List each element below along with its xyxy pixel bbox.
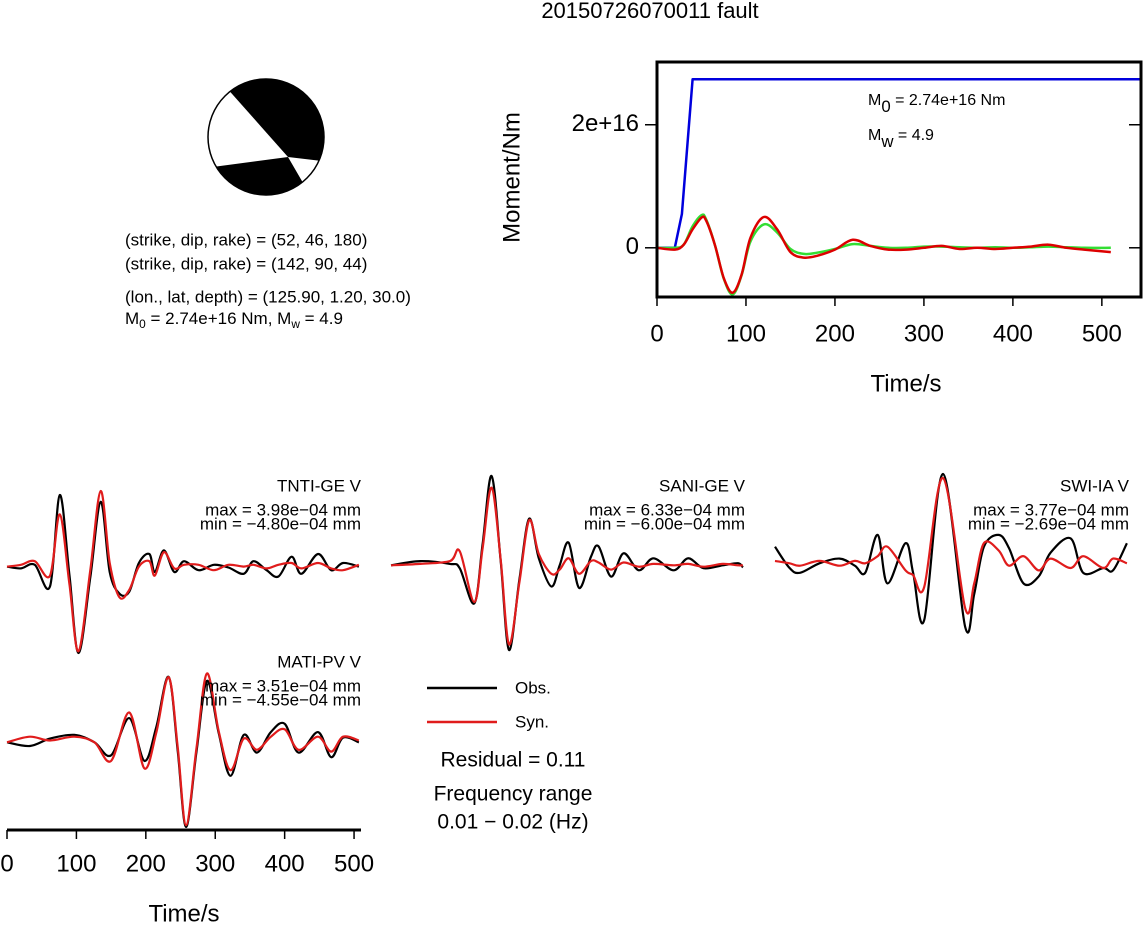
frequency-range: 0.01 − 0.02 (Hz) bbox=[437, 811, 588, 834]
x-tick-label: 200 bbox=[815, 320, 855, 347]
subscript: w bbox=[880, 133, 894, 152]
x-tick-label: 200 bbox=[126, 850, 166, 877]
x-tick-label: 400 bbox=[993, 320, 1033, 347]
frequency-title: Frequency range bbox=[434, 783, 593, 806]
station-label: TNTI-GE V bbox=[277, 476, 362, 495]
mechanism-line: (strike, dip, rake) = (142, 90, 44) bbox=[125, 254, 367, 273]
max-label: max = 3.51e−04 mm bbox=[205, 676, 361, 695]
station-label: SANI-GE V bbox=[659, 476, 746, 495]
x-tick-label: 0 bbox=[0, 850, 13, 877]
x-tick-label: 300 bbox=[195, 850, 235, 877]
text-part: M bbox=[868, 92, 881, 109]
y-tick-label: 0 bbox=[626, 233, 639, 260]
x-tick-label: 300 bbox=[904, 320, 944, 347]
mechanism-line: (lon., lat, depth) = (125.90, 1.20, 30.0… bbox=[125, 287, 411, 306]
moment-curve bbox=[656, 215, 1111, 294]
residual: Residual = 0.11 bbox=[441, 749, 586, 772]
waveform-trace bbox=[6, 489, 360, 653]
text-part: = 2.74e+16 Nm, M bbox=[146, 309, 292, 328]
subscript: 0 bbox=[881, 98, 890, 117]
subscript: 0 bbox=[139, 317, 146, 331]
moment-annotation: Mw = 4.9 bbox=[868, 127, 934, 151]
max-label: max = 3.98e−04 mm bbox=[205, 500, 361, 519]
max-label: max = 3.77e−04 mm bbox=[973, 500, 1129, 519]
x-tick-label: 500 bbox=[334, 850, 374, 877]
text-part: = 4.9 bbox=[893, 127, 934, 144]
beachball bbox=[207, 78, 325, 196]
mechanism-line: (strike, dip, rake) = (52, 46, 180) bbox=[125, 230, 367, 249]
waveform-trace bbox=[6, 672, 360, 827]
y-tick-label: 2e+16 bbox=[572, 110, 639, 137]
station-label: SWI-IA V bbox=[1060, 476, 1130, 495]
text-part: = 2.74e+16 Nm bbox=[891, 92, 1006, 109]
legend-label: Syn. bbox=[515, 712, 549, 731]
x-tick-label: 100 bbox=[726, 320, 766, 347]
min-label: min = −4.55e−04 mm bbox=[200, 690, 361, 709]
x-axis-label: Time/s bbox=[148, 900, 219, 927]
beachball-outline bbox=[207, 78, 325, 196]
x-tick-label: 0 bbox=[650, 320, 663, 347]
moment-annotation: M0 = 2.74e+16 Nm bbox=[868, 92, 1005, 116]
station-label: MATI-PV V bbox=[277, 652, 361, 671]
x-axis-label: Time/s bbox=[870, 370, 941, 397]
legend-label: Obs. bbox=[515, 678, 551, 697]
min-label: min = −2.69e−04 mm bbox=[968, 514, 1129, 533]
plots: 0 100 200 300 400 500 0 2e+16 Time/s Moment/Nm M0 … bbox=[0, 60, 1143, 927]
text-part: = 4.9 bbox=[300, 309, 343, 328]
y-axis-label: Moment/Nm bbox=[498, 112, 525, 243]
figure-title: 20150726070011 fault bbox=[541, 0, 758, 23]
min-label: min = −6.00e−04 mm bbox=[584, 514, 745, 533]
text-part: M bbox=[125, 309, 139, 328]
x-tick-label: 400 bbox=[265, 850, 305, 877]
x-tick-label: 500 bbox=[1082, 320, 1122, 347]
waveform-trace bbox=[774, 472, 1128, 634]
max-label: max = 6.33e−04 mm bbox=[589, 500, 745, 519]
waveform-trace bbox=[774, 476, 1128, 615]
x-tick-label: 100 bbox=[56, 850, 96, 877]
mechanism-text: (strike, dip, rake) = (52, 46, 180) (stri… bbox=[125, 230, 411, 331]
waveform-trace bbox=[390, 486, 743, 646]
subscript: w bbox=[290, 317, 300, 331]
text-part: M bbox=[868, 127, 881, 144]
min-label: min = −4.80e−04 mm bbox=[200, 514, 361, 533]
plot-frame bbox=[655, 60, 1143, 299]
moment-line: M0 = 2.74e+16 Nm, Mw = 4.9 bbox=[125, 309, 343, 331]
